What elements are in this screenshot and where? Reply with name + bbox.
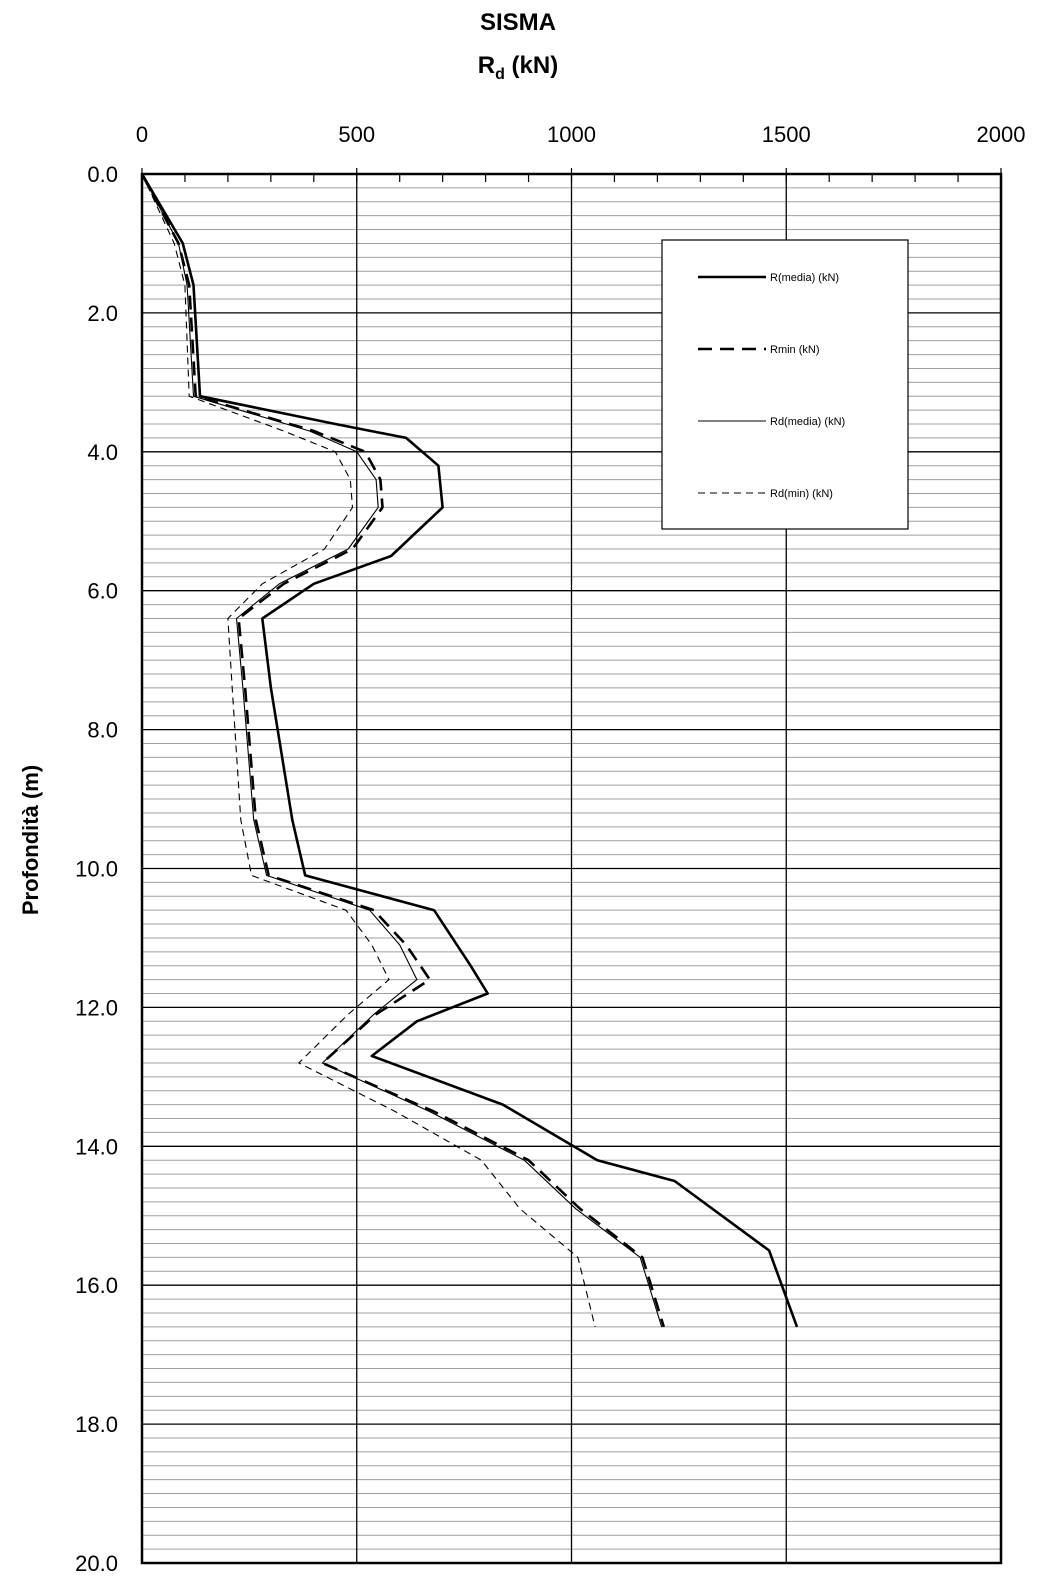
subtitle-unit: (kN) — [505, 52, 558, 79]
x-tick-label: 2000 — [977, 122, 1026, 147]
y-tick-label: 14.0 — [75, 1134, 118, 1159]
y-tick-label: 2.0 — [87, 301, 118, 326]
series-line-3 — [141, 173, 663, 1328]
x-tick-label: 1500 — [762, 122, 811, 147]
x-tick-label: 1000 — [547, 122, 596, 147]
legend: R(media) (kN) Rmin (kN) Rd(media) (kN) Rd(m… — [661, 239, 909, 530]
legend-box — [661, 239, 909, 530]
y-tick-label: 16.0 — [75, 1273, 118, 1298]
y-axis-ticks: 0.0 2.0 4.0 6.0 8.0 10.0 12.0 14.0 16.0 18.0 20.0 — [75, 162, 118, 1576]
series-line-1 — [140, 173, 799, 1328]
chart-title: SISMA — [480, 9, 556, 36]
series-layer — [140, 173, 799, 1328]
y-tick-label: 10.0 — [75, 857, 118, 882]
y-tick-label: 12.0 — [75, 995, 118, 1020]
y-tick-label: 4.0 — [87, 440, 118, 465]
legend-label: Rd(min) (kN) — [770, 488, 833, 500]
y-tick-label: 0.0 — [87, 162, 118, 187]
plot-border — [140, 172, 1003, 1565]
series-line-2 — [140, 173, 666, 1328]
subtitle-main: R — [478, 52, 495, 79]
x-tick-label: 0 — [136, 122, 148, 147]
y-axis-label: Profondità (m) — [18, 765, 43, 915]
subtitle-subscript: d — [495, 66, 505, 83]
chart-subtitle: Rd (kN) — [478, 52, 558, 83]
legend-label: R(media) (kN) — [770, 272, 839, 284]
y-tick-label: 20.0 — [75, 1551, 118, 1576]
series-line-4 — [141, 173, 596, 1328]
legend-label: Rd(media) (kN) — [770, 416, 845, 428]
x-tick-label: 500 — [338, 122, 375, 147]
x-axis-ticks: 0 500 1000 1500 2000 — [136, 122, 1026, 182]
y-tick-label: 6.0 — [87, 579, 118, 604]
y-tick-label: 8.0 — [87, 718, 118, 743]
legend-label: Rmin (kN) — [770, 344, 820, 356]
y-tick-label: 18.0 — [75, 1412, 118, 1437]
